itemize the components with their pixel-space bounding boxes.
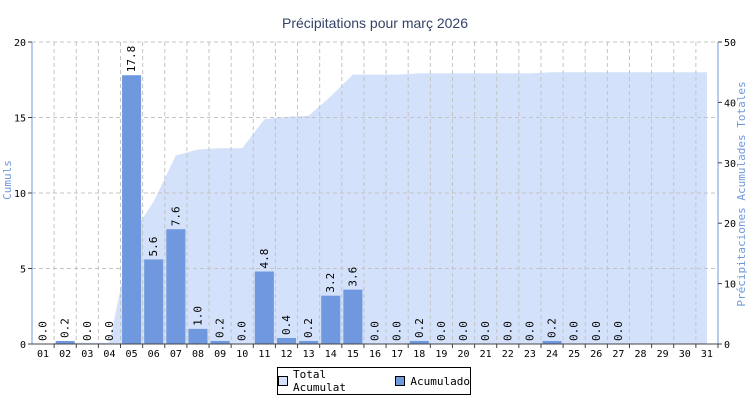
data-label: 0.2 [546, 318, 559, 338]
y2-tick-label: 30 [724, 159, 736, 170]
x-tick-label: 23 [524, 349, 536, 360]
legend-swatch-daily [395, 376, 406, 386]
x-tick-label: 10 [236, 349, 248, 360]
chart-title: Précipitations pour març 2026 [282, 15, 468, 31]
legend: Total Acumulat Acumulado [277, 367, 471, 395]
x-tick-label: 11 [258, 349, 270, 360]
data-label: 3.6 [346, 267, 359, 287]
bar [166, 229, 186, 344]
x-tick-label: 06 [148, 349, 160, 360]
bar [299, 340, 319, 344]
data-label: 0.0 [612, 321, 625, 341]
x-tick-label: 29 [657, 349, 669, 360]
x-tick-label: 15 [347, 349, 359, 360]
x-tick-label: 25 [568, 349, 580, 360]
y-tick-label: 0 [20, 340, 26, 351]
data-label: 0.0 [37, 321, 50, 341]
y2-tick-label: 0 [724, 340, 730, 351]
x-tick-label: 28 [635, 349, 647, 360]
data-label: 0.2 [302, 318, 315, 338]
data-label: 0.0 [457, 321, 470, 341]
y-tick-label: 15 [14, 114, 26, 125]
data-label: 0.0 [435, 321, 448, 341]
x-tick-label: 01 [37, 349, 49, 360]
data-label: 0.0 [501, 321, 514, 341]
legend-item-total: Total Acumulat [278, 368, 385, 394]
data-label: 0.0 [81, 321, 94, 341]
x-tick-label: 18 [413, 349, 425, 360]
y2-tick-label: 10 [724, 280, 736, 291]
x-tick-label: 13 [303, 349, 315, 360]
x-tick-label: 08 [192, 349, 204, 360]
bar [343, 289, 363, 344]
data-label: 0.0 [568, 321, 581, 341]
legend-swatch-total [278, 376, 288, 386]
legend-item-daily: Acumulado [395, 375, 470, 388]
data-label: 0.0 [369, 321, 382, 341]
data-label: 5.6 [147, 237, 160, 257]
x-tick-label: 04 [103, 349, 115, 360]
data-label: 0.4 [280, 315, 293, 335]
data-label: 7.6 [169, 206, 182, 226]
x-tick-label: 21 [480, 349, 492, 360]
data-label: 0.2 [413, 318, 426, 338]
x-tick-label: 12 [280, 349, 292, 360]
x-tick-label: 20 [457, 349, 469, 360]
y2-axis-label: Précipitaciones Acumulades Totales [735, 81, 748, 306]
x-tick-label: 22 [502, 349, 514, 360]
x-tick-label: 05 [126, 349, 138, 360]
data-label: 4.8 [258, 249, 271, 269]
bar [542, 340, 562, 344]
x-tick-label: 02 [59, 349, 71, 360]
bar [188, 328, 208, 344]
data-label: 0.2 [59, 318, 72, 338]
y2-tick-label: 50 [724, 38, 736, 49]
data-label: 0.0 [103, 321, 116, 341]
bar [55, 340, 75, 344]
bar [254, 271, 274, 344]
x-tick-label: 30 [679, 349, 691, 360]
bar [210, 340, 230, 344]
y2-tick-label: 40 [724, 98, 736, 109]
data-label: 1.0 [191, 306, 204, 326]
data-label: 3.2 [324, 273, 337, 293]
bar [276, 337, 296, 344]
bar [321, 295, 341, 344]
x-tick-label: 27 [612, 349, 624, 360]
bar [144, 259, 164, 344]
data-label: 0.2 [214, 318, 227, 338]
y-tick-label: 10 [14, 189, 26, 200]
x-tick-label: 14 [325, 349, 337, 360]
y-tick-label: 5 [20, 265, 26, 276]
x-tick-label: 24 [546, 349, 558, 360]
data-label: 0.0 [236, 321, 249, 341]
y-axis-label: Cumuls [1, 160, 14, 200]
data-label: 0.0 [391, 321, 404, 341]
data-label: 0.0 [479, 321, 492, 341]
x-tick-label: 31 [701, 349, 713, 360]
x-tick-label: 09 [214, 349, 226, 360]
data-label: 0.0 [523, 321, 536, 341]
data-label: 0.0 [590, 321, 603, 341]
x-tick-label: 26 [590, 349, 602, 360]
data-label: 17.8 [125, 46, 138, 73]
x-tick-label: 19 [435, 349, 447, 360]
bar [122, 75, 142, 344]
bar [409, 340, 429, 344]
legend-label-daily: Acumulado [410, 374, 470, 388]
y-tick-label: 20 [14, 38, 26, 49]
x-tick-label: 03 [81, 349, 93, 360]
x-tick-label: 07 [170, 349, 182, 360]
legend-label-total: Total Acumulat [292, 368, 346, 394]
x-tick-label: 16 [369, 349, 381, 360]
y2-tick-label: 20 [724, 219, 736, 230]
x-tick-label: 17 [391, 349, 403, 360]
